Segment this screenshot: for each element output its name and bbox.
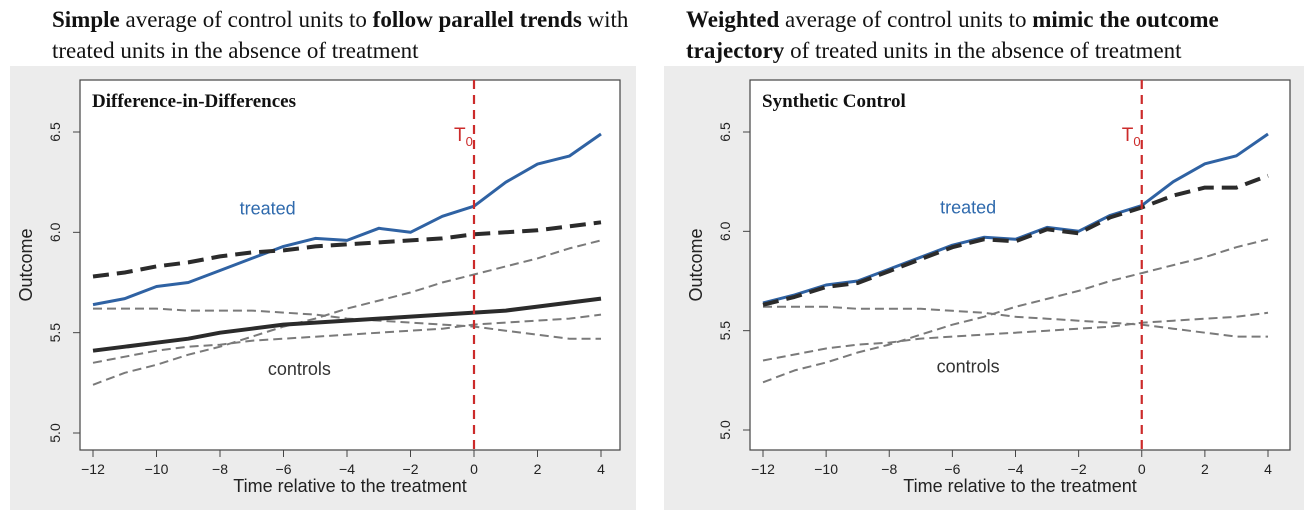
caption-right-bold-1: Weighted (686, 7, 780, 32)
caption-right-bold-2: mimic the outcome trajectory (686, 7, 1219, 63)
caption-right-text-2: of treated units in the absence of treat… (784, 38, 1182, 63)
caption-left-text-2: with treated units in the absence of tre… (52, 7, 629, 63)
chart-did: Difference-in-Differences −12 −10 −8 −6 −4 −2 0… (16, 79, 621, 496)
y-tick-label: 5.0 (717, 420, 733, 440)
annotation-controls: controls (937, 356, 1000, 376)
series-control-line (92, 313, 602, 364)
chart-title: Synthetic Control (762, 91, 906, 112)
caption-left-bold-2: follow parallel trends (372, 7, 582, 32)
chart-synth: Synthetic Control −12 −10 −8 −6 −4 −2 0 2 4 Time r… (686, 79, 1291, 496)
caption-right: Weighted average of control units to mim… (686, 4, 1306, 66)
treatment-label: T0 (454, 125, 473, 149)
plot-frame (79, 79, 621, 451)
y-tick-label: 6.0 (47, 222, 63, 242)
x-axis-label: Time relative to the treatment (903, 476, 1136, 496)
x-tick-label: −4 (339, 461, 355, 477)
x-tick-label: 2 (1201, 461, 1209, 477)
annotation-controls: controls (268, 359, 331, 379)
x-tick-label: 4 (597, 461, 605, 477)
chart-title: Difference-in-Differences (92, 91, 296, 112)
x-tick-label: −8 (881, 461, 897, 477)
series-control-line (762, 238, 1269, 384)
caption-left-text-1: average of control units to (119, 7, 373, 32)
treatment-label: T0 (1122, 125, 1141, 149)
x-tick-label: 2 (534, 461, 542, 477)
series-control-line (763, 305, 1268, 338)
annotation-treated: treated (240, 198, 296, 218)
x-axis-label: Time relative to the treatment (233, 476, 466, 496)
x-tick-label: 0 (1138, 461, 1146, 477)
y-tick-label: 6.5 (47, 122, 63, 142)
y-tick-label: 6.0 (717, 221, 733, 241)
series-counterfactual-line (92, 220, 602, 279)
x-tick-label: −12 (81, 461, 105, 477)
series-synthetic-line (762, 173, 1269, 307)
x-tick-label: −10 (145, 461, 169, 477)
y-tick-label: 5.0 (47, 423, 63, 443)
x-tick-label: −10 (814, 461, 838, 477)
annotation-treated: treated (940, 197, 996, 217)
x-tick-label: 4 (1264, 461, 1272, 477)
caption-left-bold-1: Simple (52, 7, 120, 32)
y-tick-label: 5.5 (47, 323, 63, 343)
y-axis-label: Outcome (16, 228, 36, 301)
x-tick-label: −12 (751, 461, 775, 477)
series-control-line (92, 239, 602, 386)
caption-right-text-1: average of control units to (779, 7, 1033, 32)
y-axis-label: Outcome (686, 228, 706, 301)
x-tick-label: −6 (276, 461, 292, 477)
x-tick-label: 0 (470, 461, 478, 477)
plot-frame (749, 79, 1291, 451)
x-tick-label: −8 (212, 461, 228, 477)
x-tick-label: −4 (1008, 461, 1024, 477)
x-tick-label: −2 (403, 461, 419, 477)
series-control-line (762, 311, 1269, 362)
series-controls-average-line (92, 296, 602, 353)
series-treated-line (92, 132, 602, 307)
x-tick-label: −6 (944, 461, 960, 477)
caption-left: Simple average of control units to follo… (52, 4, 652, 66)
y-tick-label: 6.5 (717, 122, 733, 142)
x-tick-label: −2 (1071, 461, 1087, 477)
y-tick-label: 5.5 (717, 321, 733, 341)
